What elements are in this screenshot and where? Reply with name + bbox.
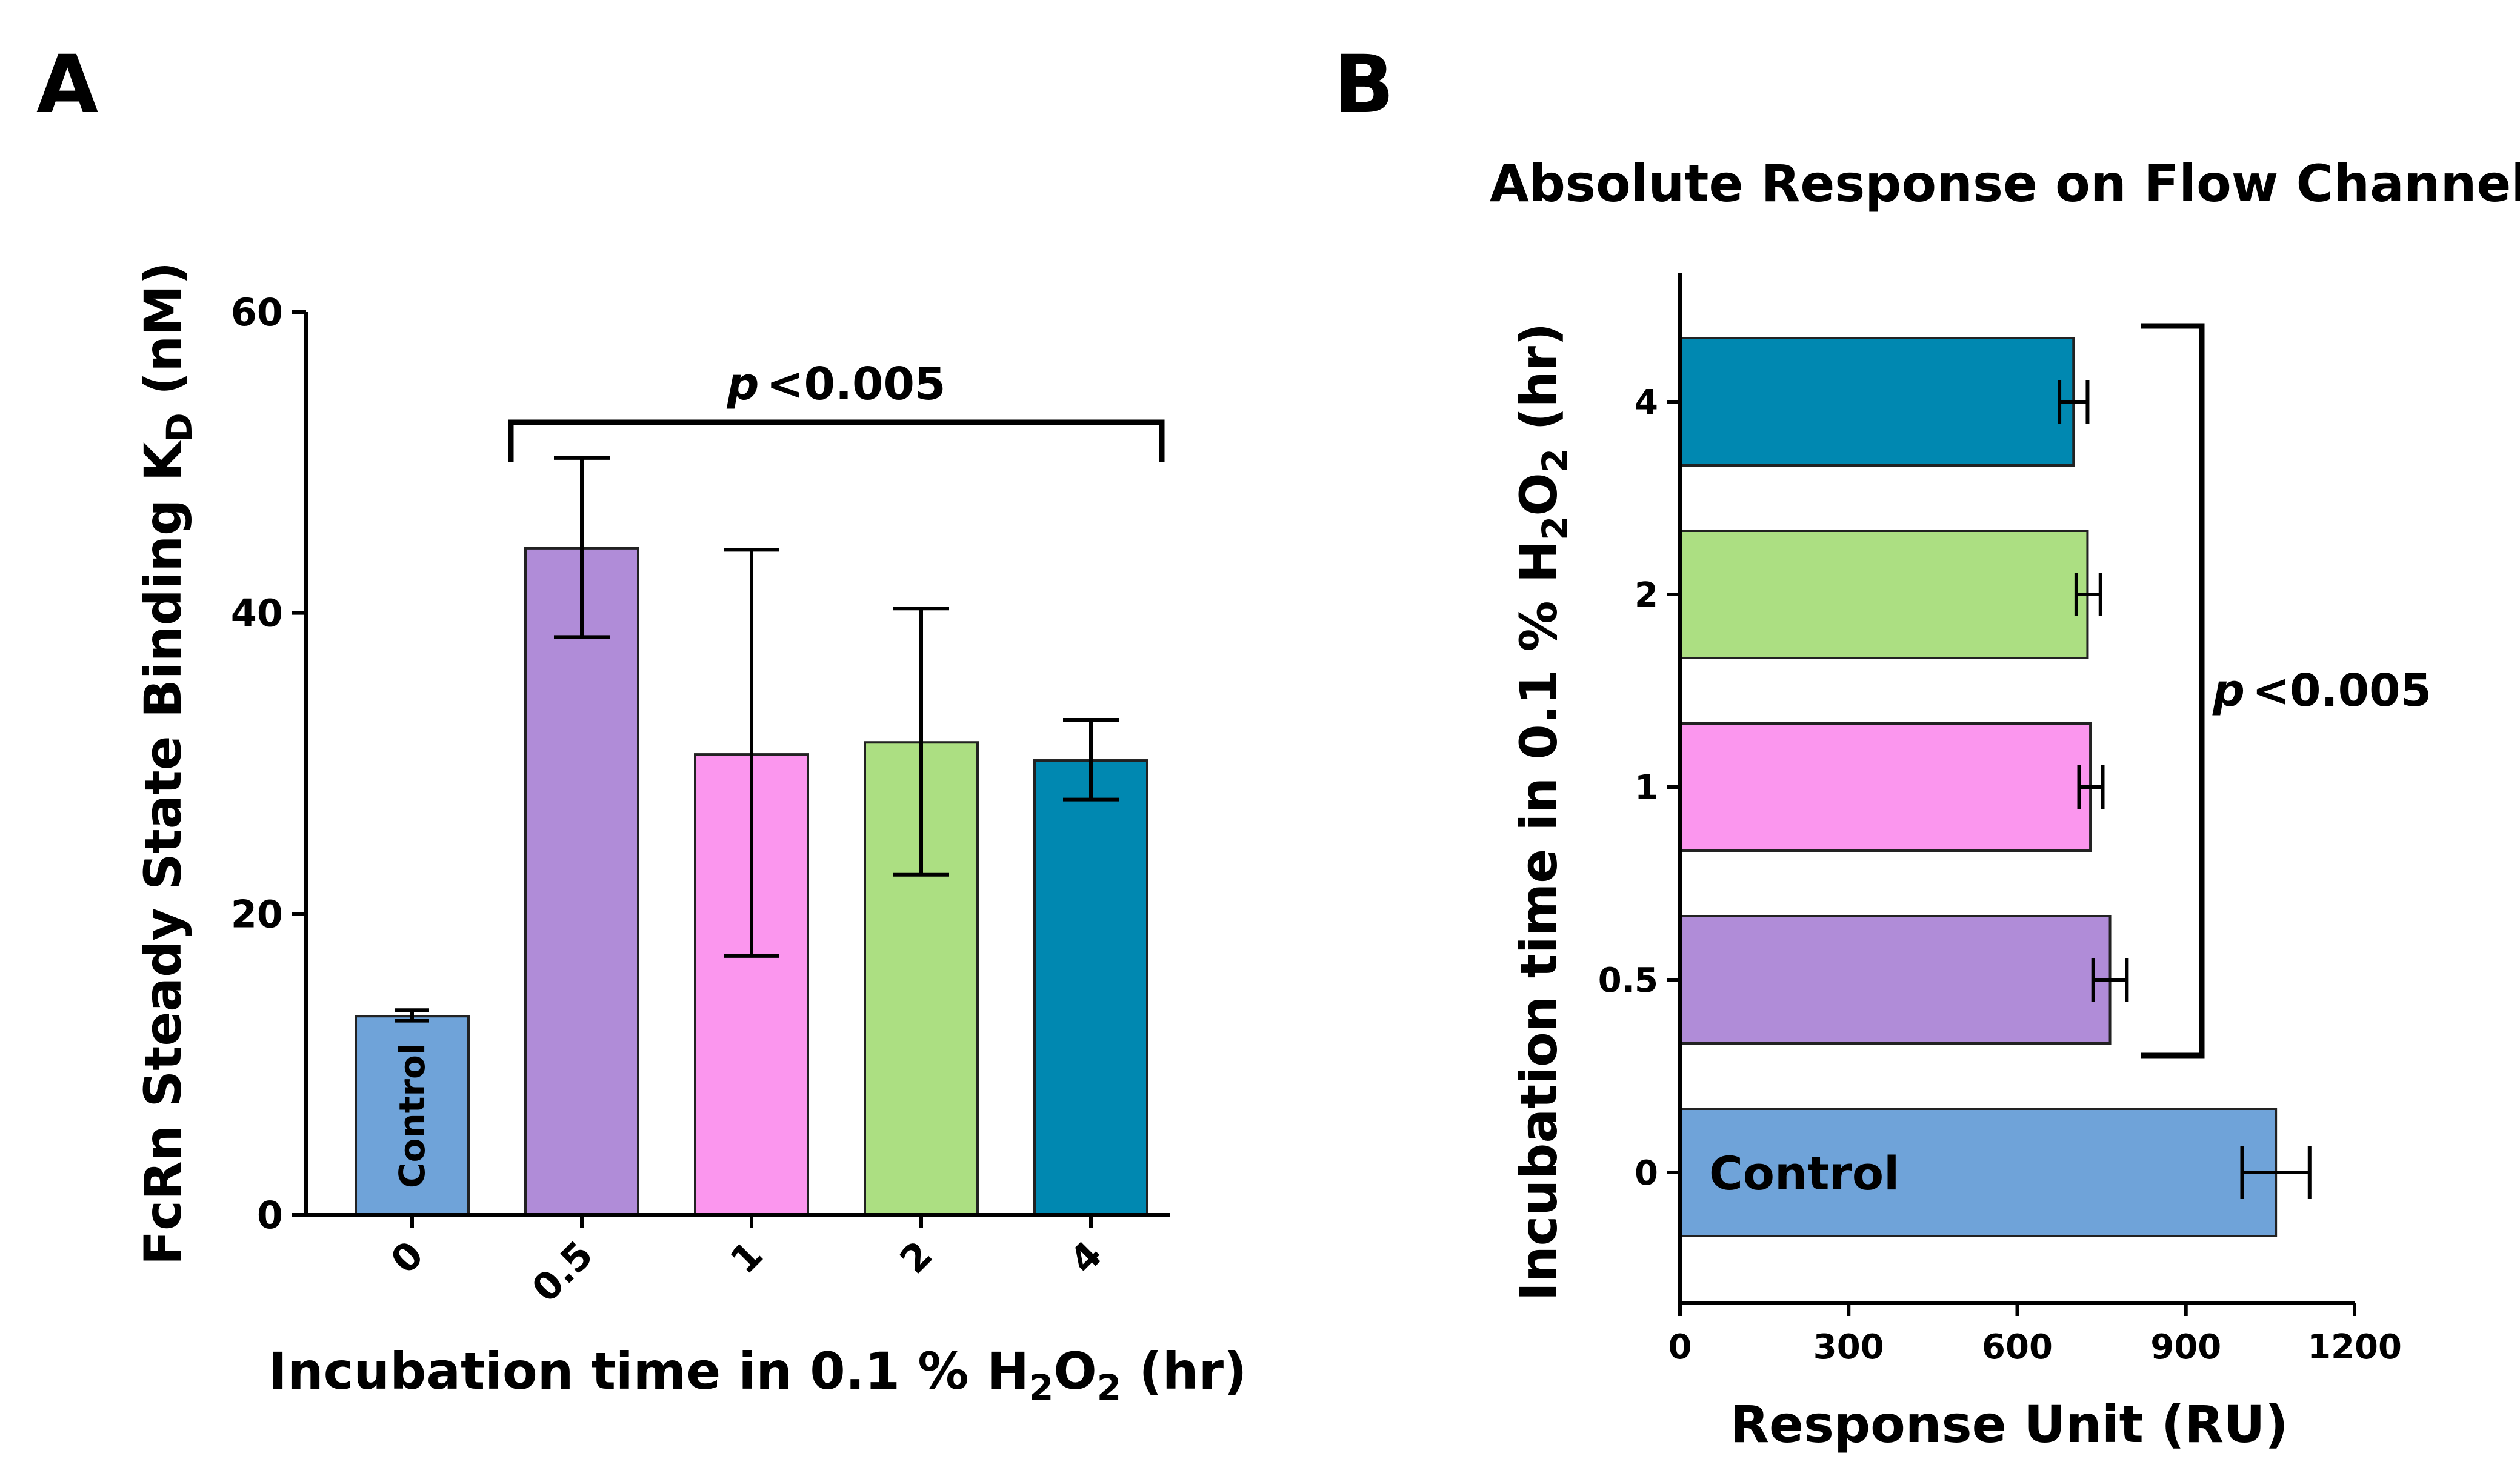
chart-b-title: Absolute Response on Flow Channel (1490, 154, 2520, 213)
chart-b-error-bar-1 (2077, 765, 2105, 809)
chart-b-bars (1679, 337, 2278, 1237)
chart-b-x-tick-label-900: 900 (2150, 1328, 2221, 1367)
chart-b-bar-0 (1679, 1108, 2278, 1237)
chart-a-x-tick-label-2: 2 (891, 1232, 941, 1282)
chart-b-y-tick-label-0: 0 (1635, 1154, 1658, 1193)
chart-a-x-tick-label-0: 0 (382, 1232, 432, 1282)
chart-a-bar-labels: Control (392, 1043, 433, 1188)
chart-b-y-tick-label-2: 2 (1635, 576, 1658, 615)
chart-b-x-axis-title: Response Unit (RU) (1730, 1395, 2288, 1454)
chart-a-y-tick-label-20: 20 (231, 892, 283, 936)
chart-a-y-axis-title: FcRn Steady State Binding KD (nM) (133, 262, 200, 1265)
chart-b-bar-0.5 (1679, 915, 2112, 1045)
chart-a-y-tick-label-40: 40 (231, 591, 283, 636)
chart-b-error-bar-2 (2074, 573, 2102, 616)
chart-a-significance-p: p (726, 358, 759, 410)
chart-b-error-bar-0 (2240, 1146, 2312, 1199)
chart-a-xlabel-main: Incubation time in 0.1 % H (268, 1341, 1029, 1401)
chart-b-significance-label: p <0.005 (2212, 665, 2432, 717)
chart-b-x-tick-label-300: 300 (1813, 1328, 1884, 1367)
chart-b-ylabel-mid: O (1509, 473, 1568, 516)
chart-a: Control 0 20 40 60 0 0.5 1 2 4 p <0.005 FcRn Ste… (133, 262, 1247, 1408)
chart-b-y-axis-title: Incubation time in 0.1 % H2O2 (hr) (1509, 323, 1576, 1301)
chart-b: Absolute Response on Flow Channel Contro… (1490, 154, 2520, 1454)
chart-a-xlabel-sub2: 2 (1097, 1367, 1121, 1408)
chart-b-bar-label-0: Control (1709, 1146, 1899, 1200)
chart-a-x-tick-label-0.5: 0.5 (523, 1232, 601, 1311)
chart-a-x-tick-label-4: 4 (1061, 1232, 1110, 1282)
chart-a-error-bar-0.5 (554, 456, 610, 639)
chart-b-x-ticks: 0 300 600 900 1200 (1668, 1303, 2402, 1367)
chart-b-x-tick-label-600: 600 (1982, 1328, 2053, 1367)
chart-a-y-ticks: 0 20 40 60 (231, 290, 306, 1237)
chart-b-ylabel-sub2: 2 (1535, 448, 1576, 473)
chart-b-y-tick-label-0.5: 0.5 (1598, 961, 1658, 1000)
chart-a-error-bar-4 (1063, 717, 1119, 802)
chart-b-ylabel-main: Incubation time in 0.1 % H (1509, 540, 1568, 1301)
chart-b-bar-2 (1679, 530, 2089, 659)
chart-a-xlabel-sub1: 2 (1029, 1367, 1053, 1408)
chart-a-bar-4 (1033, 759, 1148, 1216)
chart-b-x-tick-label-1200: 1200 (2307, 1328, 2402, 1367)
chart-a-ylabel-main: FcRn Steady State Binding K (133, 440, 193, 1265)
chart-b-significance-bracket (2141, 323, 2205, 1059)
chart-a-y-tick-label-0: 0 (257, 1193, 283, 1237)
chart-b-error-bar-4 (2058, 380, 2090, 424)
chart-a-xlabel-mid: O (1053, 1341, 1096, 1401)
chart-b-x-tick-label-0: 0 (1668, 1328, 1692, 1367)
chart-a-xlabel-tail: (hr) (1121, 1341, 1247, 1401)
chart-a-significance-value: <0.005 (766, 358, 945, 410)
chart-a-significance-bracket (508, 419, 1165, 462)
chart-b-error-bars (2058, 380, 2312, 1199)
chart-a-bar-label-0: Control (392, 1043, 433, 1188)
chart-b-y-tick-label-4: 4 (1635, 383, 1658, 422)
chart-a-bar-0.5 (524, 547, 639, 1217)
chart-b-ylabel-sub1: 2 (1535, 516, 1576, 540)
chart-b-significance-p: p (2212, 665, 2245, 717)
chart-a-error-bar-1 (724, 548, 779, 958)
chart-a-ylabel-sub: D (159, 413, 200, 442)
chart-a-bar-0 (355, 1015, 470, 1216)
chart-b-significance-value: <0.005 (2252, 665, 2432, 717)
chart-a-error-bars (395, 456, 1119, 1023)
chart-b-bar-1 (1679, 722, 2092, 852)
chart-b-y-tick-label-1: 1 (1635, 768, 1658, 808)
chart-a-ylabel-tail: (nM) (133, 262, 193, 413)
panel-b-letter: B (1333, 38, 1395, 131)
chart-a-y-tick-label-60: 60 (231, 290, 283, 334)
chart-a-x-ticks: 0 0.5 1 2 4 (382, 1215, 1111, 1311)
panel-a-letter: A (36, 38, 98, 131)
chart-b-error-bar-0.5 (2091, 958, 2129, 1002)
chart-a-error-bar-0 (395, 1008, 429, 1023)
chart-a-x-axis-title: Incubation time in 0.1 % H2O2 (hr) (268, 1341, 1247, 1408)
chart-b-bar-4 (1679, 337, 2075, 467)
chart-a-significance-label: p <0.005 (726, 358, 945, 410)
chart-a-error-bar-2 (893, 607, 949, 877)
chart-b-ylabel-tail: (hr) (1509, 323, 1568, 448)
chart-b-bar-labels: Control (1709, 1146, 1899, 1200)
chart-a-x-tick-label-1: 1 (721, 1232, 771, 1282)
chart-b-y-ticks: 4 2 1 0.5 0 (1598, 383, 1680, 1193)
